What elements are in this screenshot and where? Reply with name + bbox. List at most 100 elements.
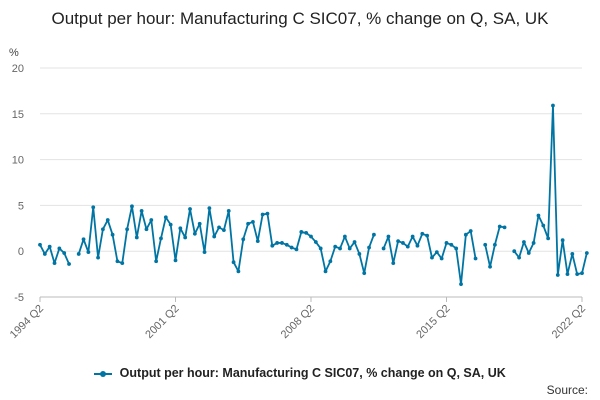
data-point xyxy=(96,255,100,260)
data-point xyxy=(546,236,551,241)
data-point xyxy=(280,241,284,245)
y-tick-label: -5 xyxy=(14,292,24,304)
data-point xyxy=(570,252,575,256)
x-tick-label: 2001 Q2 xyxy=(143,303,181,341)
series-line xyxy=(382,230,477,286)
data-point xyxy=(502,225,507,230)
data-point xyxy=(401,241,405,245)
data-point xyxy=(294,247,299,252)
data-point xyxy=(178,226,183,231)
series-line xyxy=(513,104,588,276)
data-point xyxy=(173,258,178,263)
data-point xyxy=(459,282,463,287)
y-tick-label: 10 xyxy=(12,155,24,167)
data-point xyxy=(110,232,115,237)
series-layer xyxy=(38,103,589,287)
data-point xyxy=(57,246,62,251)
data-point xyxy=(192,231,197,236)
data-point xyxy=(275,241,280,245)
data-point xyxy=(217,225,221,230)
data-point xyxy=(420,231,425,236)
data-point xyxy=(304,230,309,235)
data-point xyxy=(405,244,410,249)
data-point xyxy=(415,243,420,248)
data-point xyxy=(313,240,318,244)
y-axis-unit: % xyxy=(9,47,19,59)
data-point xyxy=(347,246,352,251)
chart-title: Output per hour: Manufacturing C SIC07, … xyxy=(51,9,549,28)
data-point xyxy=(183,235,188,240)
x-tick-label: 2015 Q2 xyxy=(414,303,452,341)
data-point xyxy=(497,224,502,229)
x-tick-label: 1994 Q2 xyxy=(8,303,46,341)
data-point xyxy=(560,238,565,243)
data-point xyxy=(231,260,236,265)
x-axis: 1994 Q2 2001 Q2 2008 Q2 2015 Q2 2022 Q2 xyxy=(8,296,588,341)
data-point xyxy=(212,234,217,239)
data-point xyxy=(120,261,125,266)
data-point xyxy=(575,272,580,276)
data-point xyxy=(76,252,81,256)
data-point xyxy=(565,272,570,276)
data-point xyxy=(144,227,149,232)
y-tick-label: 5 xyxy=(18,200,24,212)
data-point xyxy=(139,209,144,213)
data-point xyxy=(47,244,52,249)
data-point xyxy=(410,234,415,239)
data-point xyxy=(318,246,323,251)
data-point xyxy=(338,246,342,251)
data-point xyxy=(468,229,473,233)
series-line xyxy=(77,205,375,275)
data-point xyxy=(241,237,246,242)
data-point xyxy=(425,233,430,238)
data-point xyxy=(372,232,376,237)
data-point xyxy=(444,241,449,245)
data-point xyxy=(584,251,589,255)
data-point xyxy=(333,244,338,249)
y-tick-label: 20 xyxy=(12,63,24,75)
data-point xyxy=(541,223,546,228)
data-point xyxy=(352,240,357,244)
data-point xyxy=(289,245,294,250)
data-point xyxy=(91,205,96,210)
data-point xyxy=(134,235,139,240)
data-point xyxy=(81,237,86,242)
x-tick-label: 2022 Q2 xyxy=(550,303,588,341)
data-point xyxy=(149,218,154,222)
legend-series-marker xyxy=(94,369,113,379)
data-point xyxy=(154,259,159,264)
data-point xyxy=(434,250,439,255)
data-point xyxy=(396,239,401,244)
data-point xyxy=(522,240,526,244)
data-point xyxy=(449,242,454,247)
data-point xyxy=(381,246,386,251)
data-point xyxy=(246,221,250,226)
data-point xyxy=(125,227,130,232)
data-point xyxy=(284,242,289,247)
data-point xyxy=(492,242,497,247)
data-point xyxy=(270,243,275,248)
data-point xyxy=(439,256,444,261)
legend[interactable]: Output per hour: Manufacturing C SIC07, … xyxy=(0,366,600,380)
data-point xyxy=(473,256,478,261)
y-tick-label: 0 xyxy=(18,246,24,258)
data-point xyxy=(52,261,57,266)
data-point xyxy=(299,230,304,234)
data-point xyxy=(391,261,396,266)
data-point xyxy=(580,271,584,276)
data-point xyxy=(42,252,47,256)
data-point xyxy=(62,251,67,255)
data-point xyxy=(67,262,71,266)
data-point xyxy=(265,211,270,216)
data-point xyxy=(207,206,212,211)
data-point xyxy=(221,228,226,233)
data-point xyxy=(512,249,517,254)
y-tick-label: 15 xyxy=(12,109,24,121)
data-point xyxy=(551,103,555,108)
data-point xyxy=(357,252,362,256)
data-point xyxy=(526,251,531,255)
data-point xyxy=(536,213,541,218)
data-point xyxy=(483,242,488,247)
data-point xyxy=(255,239,260,244)
